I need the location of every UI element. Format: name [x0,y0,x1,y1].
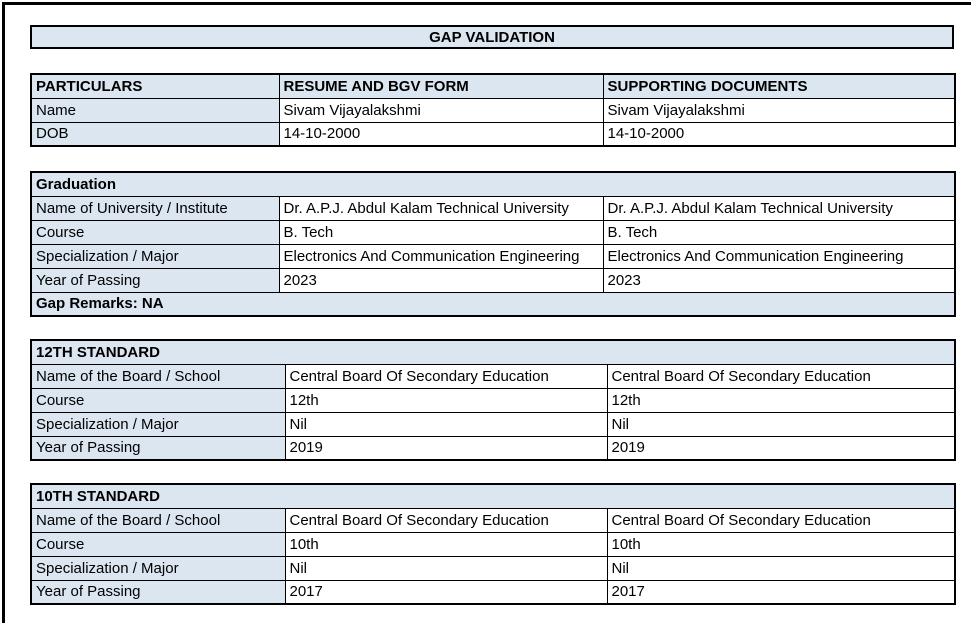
row-label-cell: Specialization / Major [30,411,286,437]
supporting-value-cell: Central Board Of Secondary Education [606,507,956,533]
tenth-standard-section: 10TH STANDARD Name of the Board / School… [30,483,957,605]
row-label-cell: Name of University / Institute [30,195,280,221]
document-title: GAP VALIDATION [429,28,555,46]
page-border-top [2,2,971,5]
resume-value-cell: Dr. A.P.J. Abdul Kalam Technical Univers… [278,195,604,221]
table-row: Year of Passing 2017 2017 [30,579,956,605]
table-row: Specialization / Major Nil Nil [30,555,956,581]
row-label-cell: Course [30,387,286,413]
row-label-cell: DOB [30,121,280,147]
row-label-cell: Specialization / Major [30,243,280,269]
table-row: DOB 14-10-2000 14-10-2000 [30,121,956,147]
graduation-section: Graduation Name of University / Institut… [30,171,957,317]
table-row: Specialization / Major Electronics And C… [30,243,956,269]
resume-value-cell: 14-10-2000 [278,121,604,147]
supporting-value-cell: Central Board Of Secondary Education [606,363,956,389]
supporting-value-cell: 10th [606,531,956,557]
row-label-cell: Year of Passing [30,435,286,461]
supporting-value-cell: 2023 [602,267,956,293]
section-title: 10TH STANDARD [30,483,956,509]
supporting-value-cell: 14-10-2000 [602,121,956,147]
column-header-particulars: PARTICULARS [30,73,280,99]
personal-details-section: PARTICULARS RESUME AND BGV FORM SUPPORTI… [30,73,956,147]
resume-value-cell: 2017 [284,579,608,605]
table-row: Year of Passing 2023 2023 [30,267,956,293]
supporting-value-cell: 2019 [606,435,956,461]
section-title-row: Graduation [30,171,956,197]
table-row: Name of the Board / School Central Board… [30,363,956,389]
supporting-value-cell: Dr. A.P.J. Abdul Kalam Technical Univers… [602,195,956,221]
row-label-cell: Year of Passing [30,267,280,293]
table-row: Year of Passing 2019 2019 [30,435,956,461]
twelfth-standard-section: 12TH STANDARD Name of the Board / School… [30,339,957,461]
resume-value-cell: 10th [284,531,608,557]
resume-value-cell: Sivam Vijayalakshmi [278,97,604,123]
resume-value-cell: 12th [284,387,608,413]
table-row: Name of the Board / School Central Board… [30,507,956,533]
row-label-cell: Year of Passing [30,579,286,605]
column-header-supporting-docs: SUPPORTING DOCUMENTS [602,73,956,99]
twelfth-standard-table: 12TH STANDARD Name of the Board / School… [30,339,957,461]
row-label-cell: Specialization / Major [30,555,286,581]
resume-value-cell: 2023 [278,267,604,293]
gap-remarks: Gap Remarks: NA [30,291,956,317]
table-row: Course B. Tech B. Tech [30,219,956,245]
document-title-bar: GAP VALIDATION [30,25,954,49]
row-label-cell: Name of the Board / School [30,363,286,389]
table-row: Course 10th 10th [30,531,956,557]
graduation-table: Graduation Name of University / Institut… [30,171,957,317]
table-row: Specialization / Major Nil Nil [30,411,956,437]
resume-value-cell: B. Tech [278,219,604,245]
table-row: Name of University / Institute Dr. A.P.J… [30,195,956,221]
row-label-cell: Course [30,531,286,557]
resume-value-cell: Electronics And Communication Engineerin… [278,243,604,269]
table-header-row: PARTICULARS RESUME AND BGV FORM SUPPORTI… [30,73,956,99]
supporting-value-cell: 2017 [606,579,956,605]
row-label-cell: Course [30,219,280,245]
personal-details-table: PARTICULARS RESUME AND BGV FORM SUPPORTI… [30,73,956,147]
section-title-row: 12TH STANDARD [30,339,956,365]
tenth-standard-table: 10TH STANDARD Name of the Board / School… [30,483,957,605]
resume-value-cell: 2019 [284,435,608,461]
section-title: Graduation [30,171,956,197]
supporting-value-cell: 12th [606,387,956,413]
table-row: Name Sivam Vijayalakshmi Sivam Vijayalak… [30,97,956,123]
gap-remarks-row: Gap Remarks: NA [30,291,956,317]
resume-value-cell: Central Board Of Secondary Education [284,363,608,389]
supporting-value-cell: Nil [606,411,956,437]
resume-value-cell: Nil [284,555,608,581]
row-label-cell: Name [30,97,280,123]
section-title-row: 10TH STANDARD [30,483,956,509]
column-header-resume-bgv: RESUME AND BGV FORM [278,73,604,99]
resume-value-cell: Central Board Of Secondary Education [284,507,608,533]
supporting-value-cell: Electronics And Communication Engineerin… [602,243,956,269]
row-label-cell: Name of the Board / School [30,507,286,533]
supporting-value-cell: Nil [606,555,956,581]
resume-value-cell: Nil [284,411,608,437]
supporting-value-cell: Sivam Vijayalakshmi [602,97,956,123]
supporting-value-cell: B. Tech [602,219,956,245]
section-title: 12TH STANDARD [30,339,956,365]
table-row: Course 12th 12th [30,387,956,413]
page-border-left [2,2,5,623]
